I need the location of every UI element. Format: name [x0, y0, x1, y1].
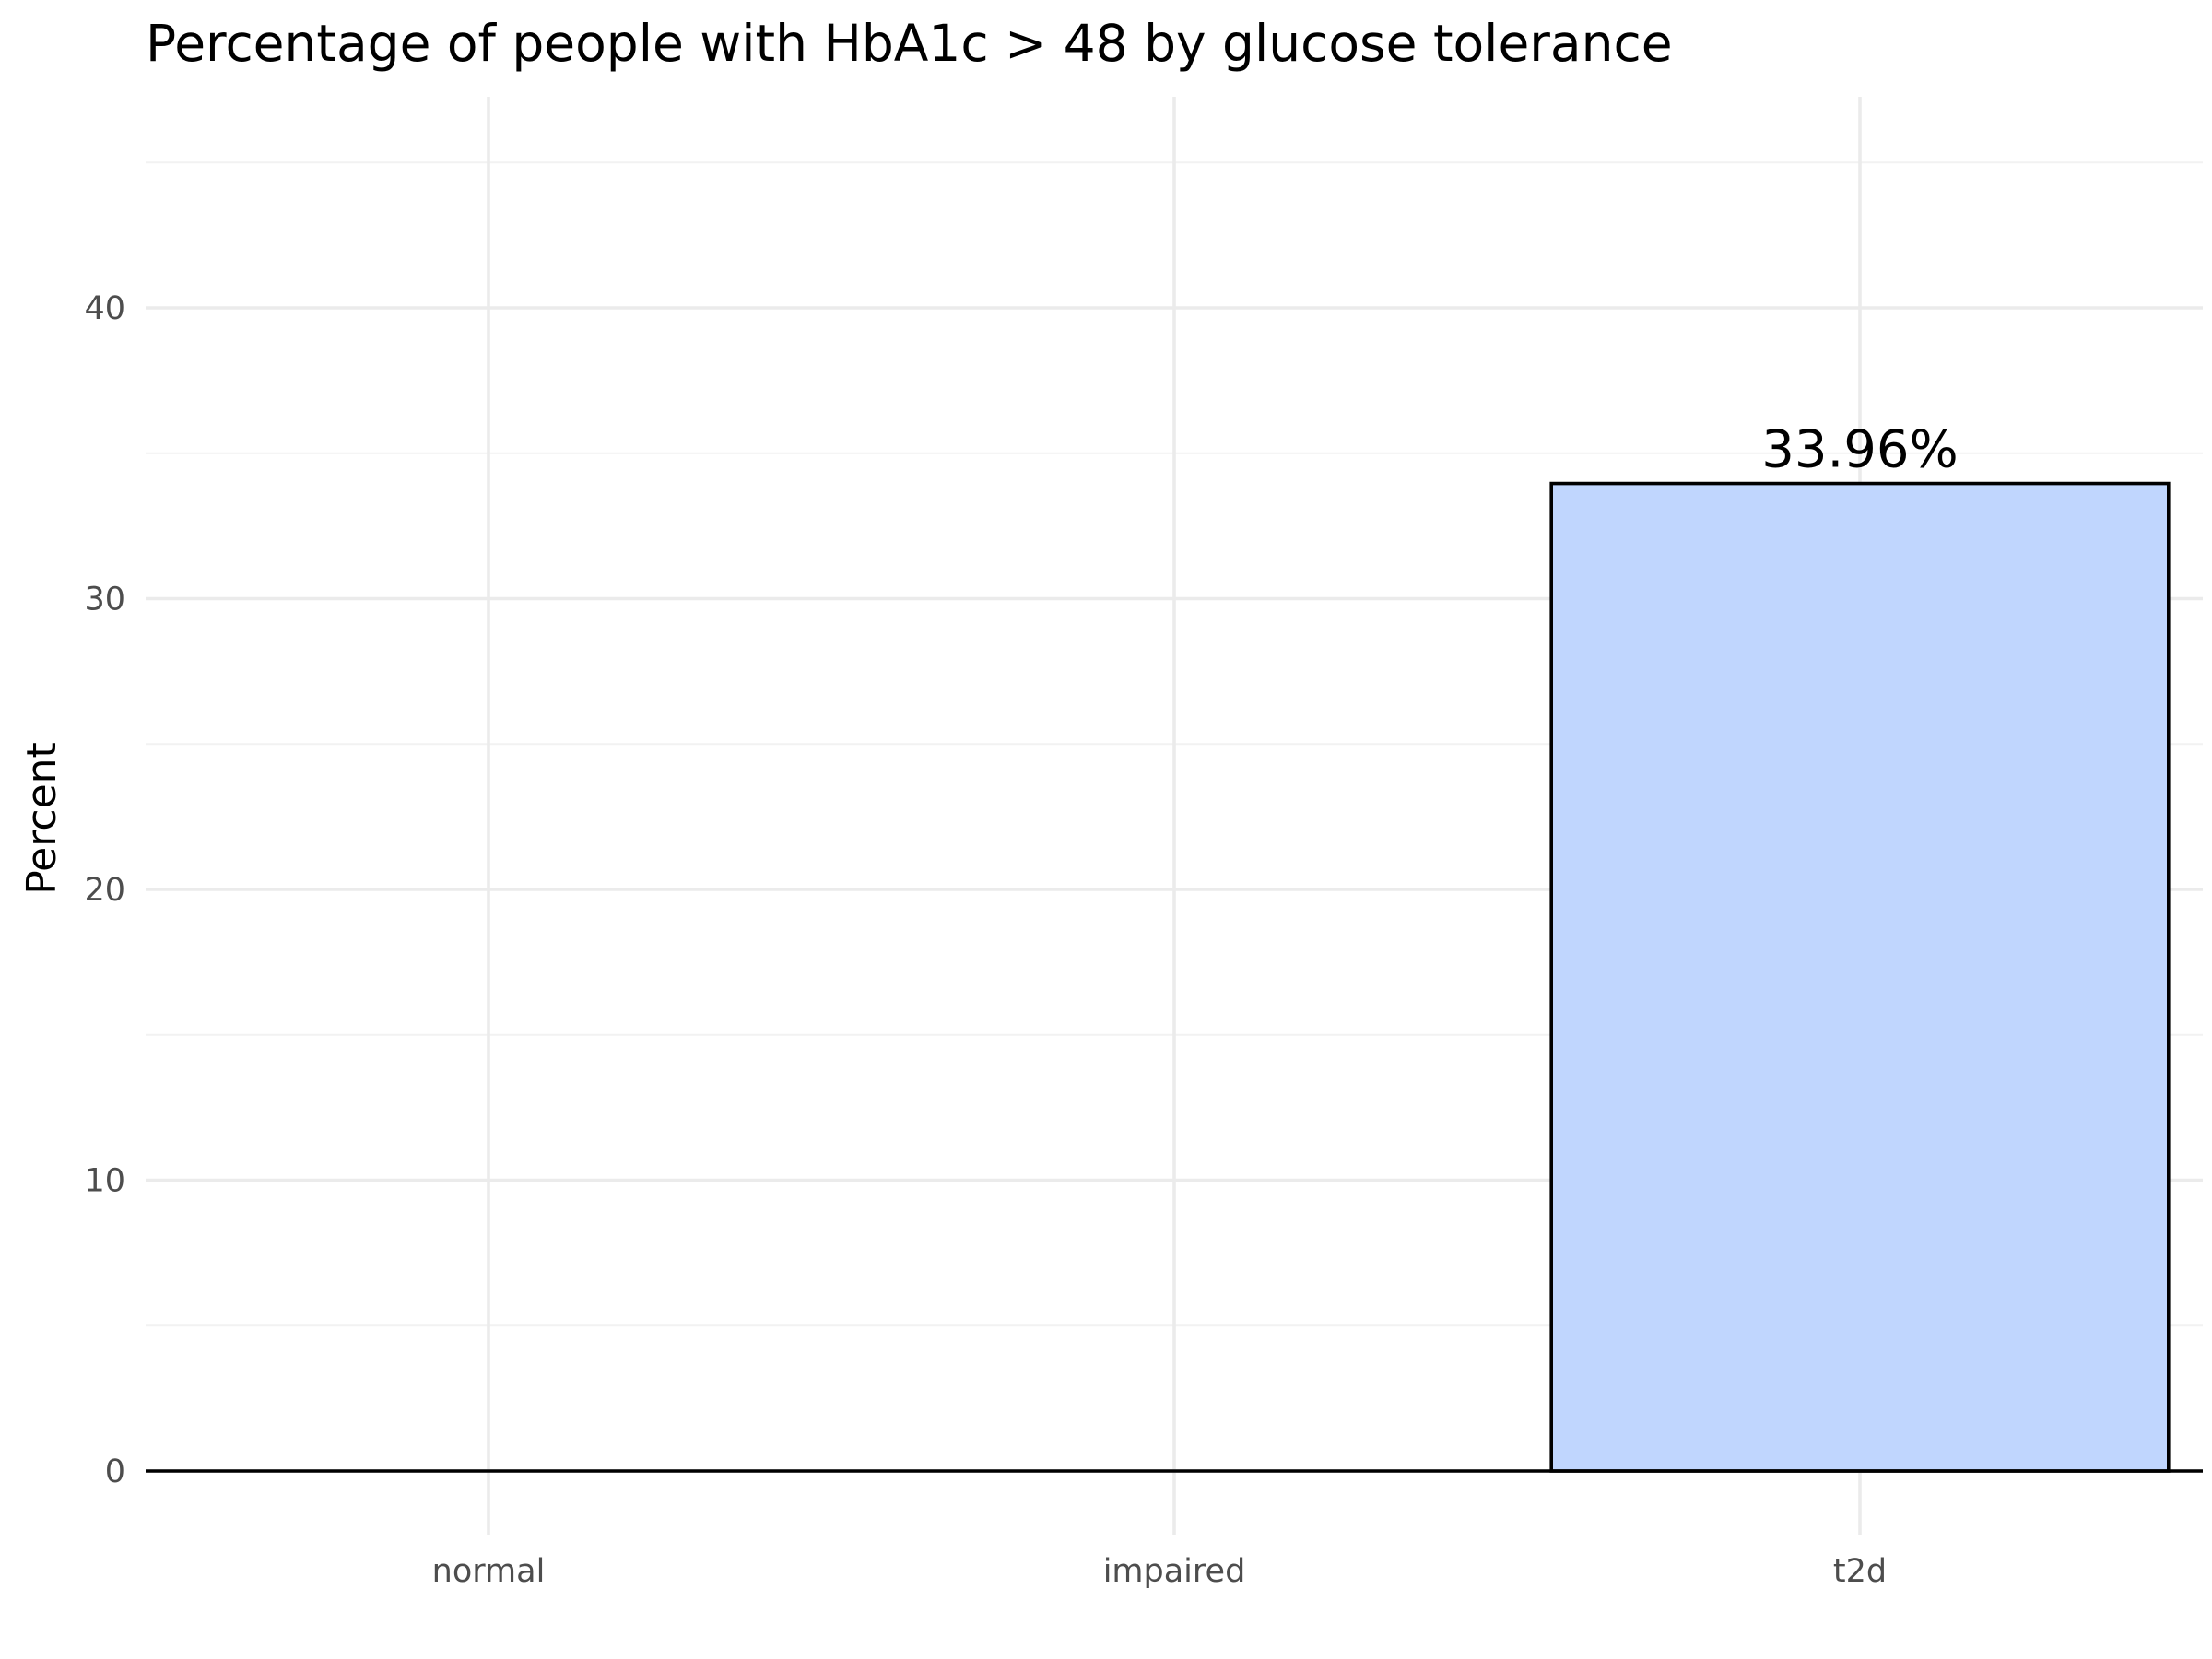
y-tick-label: 40	[84, 290, 125, 327]
y-tick-label: 10	[84, 1163, 125, 1200]
chart-title: Percentage of people with HbA1c > 48 by …	[146, 14, 1673, 73]
y-tick-label: 30	[84, 582, 125, 618]
x-tick-label: normal	[432, 1553, 546, 1590]
y-tick-label: 20	[84, 872, 125, 909]
data-labels: 33.96%	[1761, 420, 1959, 480]
x-axis-ticks: normal impaired t2d	[432, 1553, 1887, 1590]
y-tick-label: 0	[105, 1453, 125, 1490]
x-tick-label: t2d	[1833, 1553, 1887, 1590]
bar-t2d	[1549, 481, 2171, 1473]
y-axis-ticks: 0 10 20 30 40	[84, 290, 125, 1490]
x-tick-label: impaired	[1103, 1553, 1246, 1590]
bars	[1549, 481, 2171, 1473]
data-label-t2d: 33.96%	[1761, 420, 1959, 480]
y-axis-title: Percent	[18, 742, 65, 895]
